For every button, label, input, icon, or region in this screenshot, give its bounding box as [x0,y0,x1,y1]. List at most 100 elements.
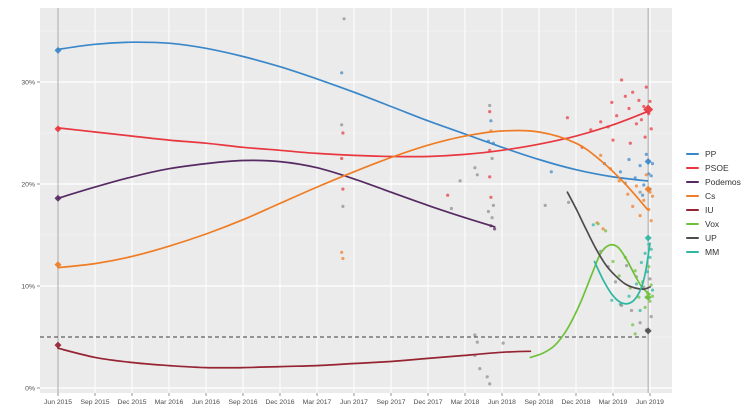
poll-dot-cs [601,227,605,231]
poll-dot-psoe [488,175,492,179]
legend-item-up[interactable]: UP [686,233,741,243]
poll-dot-x [475,173,479,177]
legend-item-psoe[interactable]: PSOE [686,163,741,173]
poll-dot-x [501,341,505,345]
poll-dot-psoe [599,120,603,124]
trend-cs [57,129,649,269]
poll-dot-psoe [642,104,646,109]
poll-dot-cs [617,179,621,183]
legend-swatch-mm [686,250,699,254]
poll-dot-x [341,204,345,208]
poll-dot-mm [610,298,614,302]
poll-dot-cs [638,214,642,218]
poll-dot-x [488,382,492,386]
plot-panel [40,8,672,393]
legend-swatch-vox [686,222,699,226]
poll-dot-mm [645,270,650,274]
poll-dot-podemos [493,227,497,231]
poll-dot-pp [340,71,344,75]
poll-dot-x [475,340,479,344]
poll-dot-x [488,103,492,108]
result-diamond-cs [644,185,652,193]
x-tick-label: Jun 2015 [44,399,72,406]
poll-dot-psoe [341,187,345,191]
poll-dot-x [629,308,634,313]
poll-dot-x [485,375,489,379]
poll-dot-vox [650,294,655,298]
legend-label-podemos: Podemos [705,177,741,187]
x-tick-label: Sep 2015 [80,399,109,406]
poll-dot-psoe [589,128,593,132]
poll-dot-x [342,17,346,21]
poll-dot-vox [649,283,653,287]
x-tick-label: Dec 2017 [413,399,442,406]
poll-dot-psoe [623,94,627,98]
poll-dot-mm [634,282,639,286]
result-diamond-iu [54,341,62,349]
poll-dot-cs [642,198,646,202]
poll-dot-cs [340,250,344,254]
chart-legend: PP PSOE Podemos Cs IU Vox UP MM [686,149,741,257]
legend-label-cs: Cs [705,191,716,201]
poll-dot-mm [649,247,653,251]
poll-dot-pp [650,162,655,166]
poll-dot-vox [633,332,637,336]
legend-swatch-cs [686,194,699,198]
poll-dot-psoe [634,122,639,126]
y-tick-label: 30% [21,79,35,86]
result-diamond-up [644,327,652,335]
x-tick-label: Jun 2019 [636,399,664,406]
poll-dot-x [491,203,495,207]
poll-dot-mm [638,308,642,313]
poll-dot-pp [641,193,645,197]
legend-label-up: UP [705,233,717,243]
poll-dot-x [638,321,642,325]
poll-dot-pp [638,164,642,168]
x-tick-label: Jun 2017 [340,399,368,406]
legend-item-mm[interactable]: MM [686,247,741,257]
legend-label-psoe: PSOE [705,163,729,173]
poll-dot-x [543,203,547,207]
poll-dot-x [449,206,453,211]
y-tick-label: 0% [25,385,35,392]
poll-dot-psoe [648,99,652,103]
y-tick-label: 10% [21,283,35,290]
legend-item-podemos[interactable]: Podemos [686,177,741,187]
poll-dot-x [638,190,642,194]
poll-dot-x [490,216,494,220]
poll-dot-x [486,209,490,214]
trend-iu [57,347,532,369]
poll-dot-psoe [639,118,644,122]
legend-item-cs[interactable]: Cs [686,191,741,201]
x-tick-label: Sep 2016 [228,399,257,406]
poll-dot-mm [643,251,647,255]
legend-item-vox[interactable]: Vox [686,219,741,229]
poll-dot-psoe [489,195,493,199]
x-tick-label: Sep 2017 [376,399,405,406]
poll-dot-psoe [627,106,631,111]
result-diamond-cs [54,261,62,269]
poll-dot-psoe [643,135,647,139]
x-tick-label: Mar 2017 [303,399,332,406]
poll-dot-cs [631,204,635,208]
legend-item-iu[interactable]: IU [686,205,741,215]
x-tick-label: Dec 2016 [265,399,294,406]
trend-mm [593,242,651,305]
poll-dot-psoe [615,114,619,118]
result-diamond-psoe [643,104,654,115]
trend-podemos [57,159,496,228]
poll-dot-x [473,333,477,337]
poll-dot-x [620,303,624,307]
poll-dot-pp [549,170,553,174]
result-diamond-psoe [54,125,62,133]
legend-item-pp[interactable]: PP [686,149,741,159]
poll-dot-x [473,166,477,170]
result-diamond-podemos [54,194,62,202]
result-diamond-mm [644,234,652,242]
poll-dot-cs [647,207,651,212]
poll-dot-cs [650,194,655,198]
legend-swatch-psoe [686,166,699,170]
poll-dot-x [458,179,462,183]
x-tick-label: Mar 2018 [451,399,480,406]
x-tick-label: Jun 2018 [488,399,516,406]
